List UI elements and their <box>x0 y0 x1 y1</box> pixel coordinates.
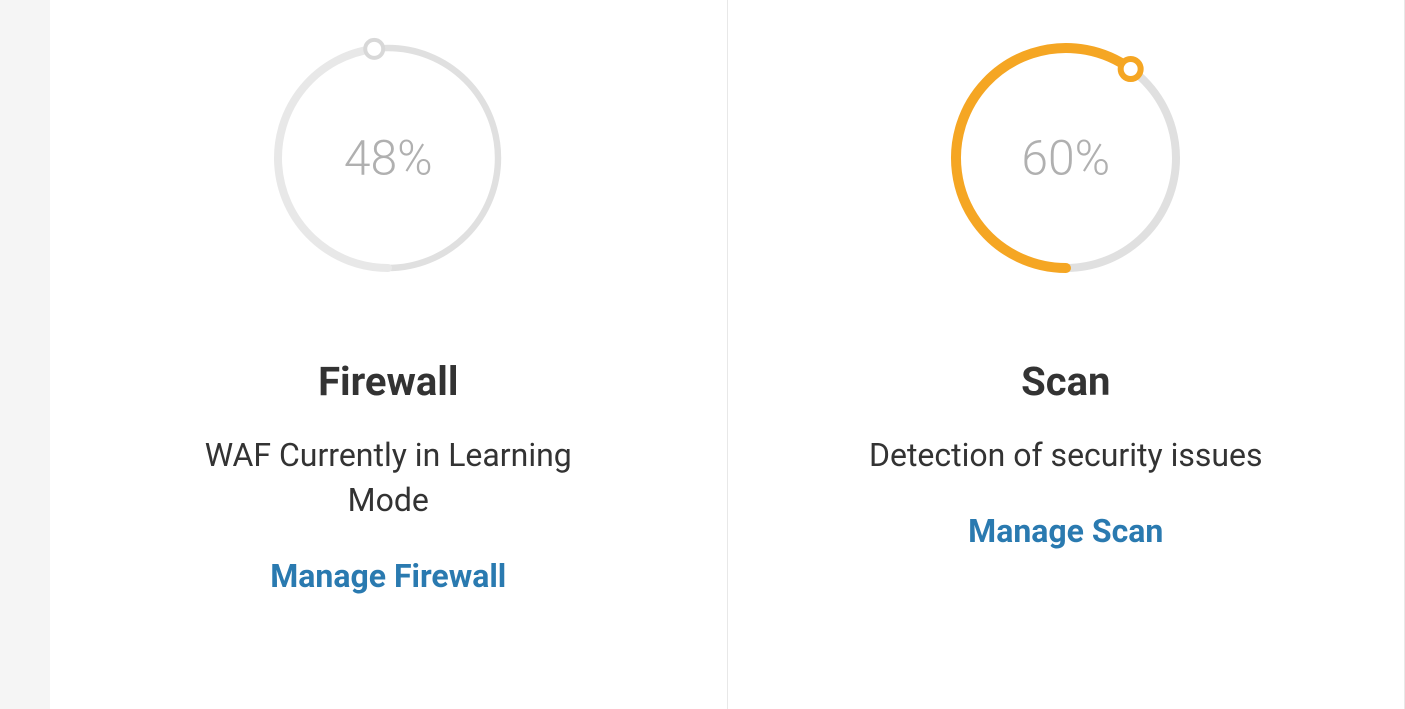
scan-title: Scan <box>1021 358 1110 405</box>
firewall-gauge: 48% <box>258 28 518 288</box>
firewall-description: WAF Currently in Learning Mode <box>168 433 608 523</box>
manage-firewall-link[interactable]: Manage Firewall <box>270 557 506 595</box>
firewall-title: Firewall <box>318 358 458 405</box>
scan-gauge: 60% <box>936 28 1196 288</box>
scan-card: 60% Scan Detection of security issues Ma… <box>728 0 1405 709</box>
manage-scan-link[interactable]: Manage Scan <box>968 512 1163 550</box>
scan-percent-label: 60% <box>1021 130 1110 187</box>
firewall-percent-label: 48% <box>344 130 433 187</box>
scan-description: Detection of security issues <box>869 433 1263 478</box>
firewall-card: 48% Firewall WAF Currently in Learning M… <box>50 0 728 709</box>
dashboard-cards-row: 48% Firewall WAF Currently in Learning M… <box>0 0 1405 709</box>
